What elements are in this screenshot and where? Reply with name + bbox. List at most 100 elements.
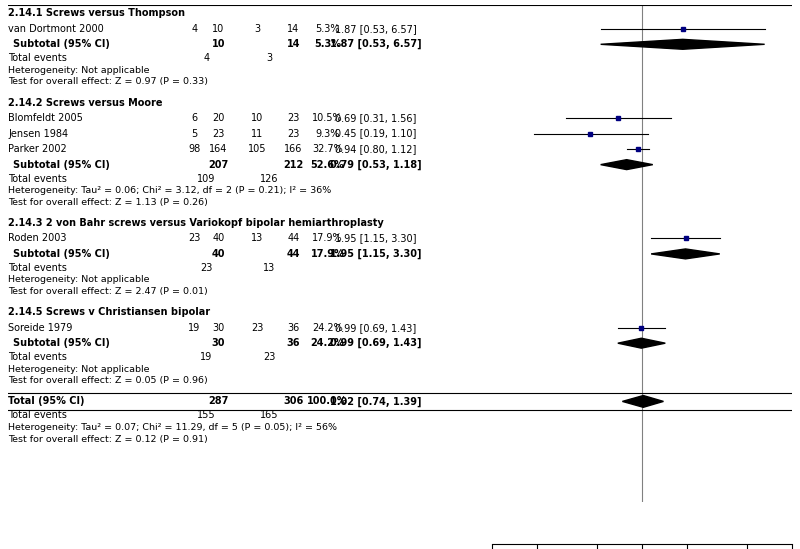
Text: 4: 4: [203, 53, 210, 63]
Text: 19: 19: [200, 352, 213, 362]
Text: 10: 10: [213, 24, 225, 34]
Text: Heterogeneity: Not applicable: Heterogeneity: Not applicable: [9, 365, 150, 374]
Text: 30: 30: [212, 338, 226, 348]
Text: 1.95 [1.15, 3.30]: 1.95 [1.15, 3.30]: [330, 249, 422, 259]
Text: 23: 23: [200, 263, 213, 273]
Text: Test for overall effect: Z = 0.97 (P = 0.33): Test for overall effect: Z = 0.97 (P = 0…: [9, 77, 209, 86]
Text: 23: 23: [287, 128, 300, 138]
Text: 287: 287: [208, 396, 229, 406]
Text: Subtotal (95% CI): Subtotal (95% CI): [14, 160, 110, 170]
Text: 23: 23: [212, 128, 225, 138]
Text: 40: 40: [213, 233, 225, 243]
Text: 14: 14: [287, 40, 300, 49]
Text: 9.3%: 9.3%: [315, 128, 340, 138]
Text: Test for overall effect: Z = 1.13 (P = 0.26): Test for overall effect: Z = 1.13 (P = 0…: [9, 198, 208, 207]
Text: Test for overall effect: Z = 0.12 (P = 0.91): Test for overall effect: Z = 0.12 (P = 0…: [9, 435, 208, 444]
Text: Total (95% CI): Total (95% CI): [9, 396, 85, 406]
Text: 10: 10: [251, 113, 263, 123]
Text: Heterogeneity: Not applicable: Heterogeneity: Not applicable: [9, 276, 150, 284]
Text: 23: 23: [287, 113, 300, 123]
Text: Parker 2002: Parker 2002: [9, 144, 67, 154]
Text: 126: 126: [260, 173, 278, 183]
Text: Soreide 1979: Soreide 1979: [9, 323, 73, 333]
Text: 3: 3: [254, 24, 260, 34]
Text: 24.2%: 24.2%: [312, 323, 343, 333]
Text: Total events: Total events: [9, 53, 67, 63]
Text: 52.6%: 52.6%: [310, 160, 344, 170]
Text: 0.99 [0.69, 1.43]: 0.99 [0.69, 1.43]: [335, 323, 417, 333]
Text: 306: 306: [283, 396, 304, 406]
Text: 10: 10: [212, 40, 226, 49]
Text: Total events: Total events: [9, 352, 67, 362]
Text: 0.99 [0.69, 1.43]: 0.99 [0.69, 1.43]: [330, 338, 422, 348]
Text: 19: 19: [188, 323, 201, 333]
Text: 2.14.2 Screws versus Moore: 2.14.2 Screws versus Moore: [9, 98, 163, 108]
Text: 20: 20: [212, 113, 225, 123]
Text: 207: 207: [209, 160, 229, 170]
Text: 1.02 [0.74, 1.39]: 1.02 [0.74, 1.39]: [330, 396, 422, 407]
Text: 2.14.1 Screws versus Thompson: 2.14.1 Screws versus Thompson: [9, 8, 186, 18]
Polygon shape: [601, 40, 765, 49]
Text: 44: 44: [287, 249, 300, 259]
Text: 1.87 [0.53, 6.57]: 1.87 [0.53, 6.57]: [330, 39, 422, 49]
Text: 4: 4: [191, 24, 198, 34]
Text: 212: 212: [283, 160, 304, 170]
Text: Heterogeneity: Tau² = 0.07; Chi² = 11.29, df = 5 (P = 0.05); I² = 56%: Heterogeneity: Tau² = 0.07; Chi² = 11.29…: [9, 423, 338, 432]
Text: 11: 11: [251, 128, 263, 138]
Text: 40: 40: [212, 249, 226, 259]
Text: 166: 166: [284, 144, 302, 154]
Polygon shape: [622, 395, 663, 407]
Text: 13: 13: [263, 263, 275, 273]
Text: Heterogeneity: Tau² = 0.06; Chi² = 3.12, df = 2 (P = 0.21); I² = 36%: Heterogeneity: Tau² = 0.06; Chi² = 3.12,…: [9, 186, 332, 195]
Text: 1.95 [1.15, 3.30]: 1.95 [1.15, 3.30]: [335, 233, 417, 243]
Text: 5.3%: 5.3%: [315, 24, 340, 34]
Text: 0.94 [0.80, 1.12]: 0.94 [0.80, 1.12]: [335, 144, 417, 154]
Text: 0.45 [0.19, 1.10]: 0.45 [0.19, 1.10]: [335, 128, 417, 138]
Text: 6: 6: [191, 113, 198, 123]
Text: 5: 5: [191, 128, 198, 138]
Text: 10.5%: 10.5%: [312, 113, 342, 123]
Text: 98: 98: [188, 144, 201, 154]
Text: Test for overall effect: Z = 0.05 (P = 0.96): Test for overall effect: Z = 0.05 (P = 0…: [9, 377, 208, 385]
Text: Subtotal (95% CI): Subtotal (95% CI): [14, 249, 110, 259]
Text: 23: 23: [263, 352, 275, 362]
Text: van Dortmont 2000: van Dortmont 2000: [9, 24, 104, 34]
Polygon shape: [651, 249, 720, 259]
Text: 23: 23: [188, 233, 201, 243]
Text: Total events: Total events: [9, 263, 67, 273]
Text: 155: 155: [197, 411, 216, 421]
Text: 36: 36: [287, 338, 300, 348]
Text: 36: 36: [287, 323, 300, 333]
Text: 17.9%: 17.9%: [312, 233, 342, 243]
Text: 165: 165: [260, 411, 278, 421]
Text: 14: 14: [287, 24, 300, 34]
Text: 164: 164: [210, 144, 228, 154]
Text: Jensen 1984: Jensen 1984: [9, 128, 69, 138]
Text: Test for overall effect: Z = 2.47 (P = 0.01): Test for overall effect: Z = 2.47 (P = 0…: [9, 287, 208, 296]
Text: 109: 109: [198, 173, 216, 183]
Text: 17.9%: 17.9%: [310, 249, 344, 259]
Polygon shape: [618, 338, 666, 348]
Text: 5.3%: 5.3%: [314, 40, 341, 49]
Text: Total events: Total events: [9, 173, 67, 183]
Text: 30: 30: [213, 323, 225, 333]
Polygon shape: [601, 160, 653, 170]
Text: 13: 13: [251, 233, 263, 243]
Text: Roden 2003: Roden 2003: [9, 233, 67, 243]
Text: Subtotal (95% CI): Subtotal (95% CI): [14, 40, 110, 49]
Text: 2.14.3 2 von Bahr screws versus Variokopf bipolar hemiarthroplasty: 2.14.3 2 von Bahr screws versus Variokop…: [9, 218, 384, 228]
Text: 3: 3: [266, 53, 273, 63]
Text: Total events: Total events: [9, 411, 67, 421]
Text: 32.7%: 32.7%: [312, 144, 343, 154]
Text: 105: 105: [248, 144, 266, 154]
Text: 24.2%: 24.2%: [310, 338, 344, 348]
Text: Heterogeneity: Not applicable: Heterogeneity: Not applicable: [9, 66, 150, 75]
Text: 1.87 [0.53, 6.57]: 1.87 [0.53, 6.57]: [335, 24, 417, 34]
Text: Blomfeldt 2005: Blomfeldt 2005: [9, 113, 83, 123]
Text: 0.69 [0.31, 1.56]: 0.69 [0.31, 1.56]: [335, 113, 417, 123]
Text: 44: 44: [287, 233, 300, 243]
Text: 100.0%: 100.0%: [307, 396, 348, 406]
Text: 0.79 [0.53, 1.18]: 0.79 [0.53, 1.18]: [330, 160, 422, 170]
Text: 2.14.5 Screws v Christiansen bipolar: 2.14.5 Screws v Christiansen bipolar: [9, 307, 210, 317]
Text: Subtotal (95% CI): Subtotal (95% CI): [14, 338, 110, 348]
